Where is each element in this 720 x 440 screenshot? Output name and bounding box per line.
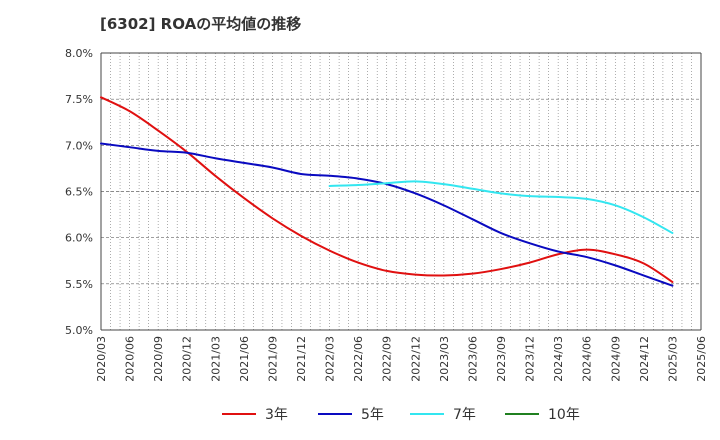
y-tick-label: 7.5% [65,93,93,106]
y-tick-label: 5.5% [65,278,93,291]
grid-layer [100,52,702,331]
x-tick-label: 2023/06 [466,336,479,382]
x-tick-label: 2023/03 [438,336,451,382]
legend: 3年 5年 7年 10年 [222,407,580,423]
legend-label: 7年 [453,407,476,423]
x-tick-label: 2021/09 [266,336,279,382]
x-tick-label: 2020/12 [181,336,194,382]
x-tick-label: 2021/03 [209,336,222,382]
chart-title: [6302] ROAの平均値の推移 [100,15,302,33]
x-tick-label: 2024/09 [609,336,622,382]
x-tick-label: 2023/12 [524,336,537,382]
x-tick-label: 2024/03 [552,336,565,382]
x-tick-label: 2020/09 [152,336,165,382]
series-line-3 [328,180,674,235]
y-tick-label: 7.0% [65,139,93,152]
y-tick-label: 6.5% [65,186,93,199]
x-tick-label: 2022/09 [381,336,394,382]
x-tick-label: 2025/06 [695,336,708,382]
x-tick-label: 2022/12 [409,336,422,382]
x-tick-label: 2022/03 [324,336,337,382]
x-tick-label: 2021/06 [238,336,251,382]
y-tick-label: 5.0% [65,324,93,337]
x-tick-label: 2020/06 [124,336,137,382]
y-tick-label: 6.0% [65,232,93,245]
y-tick-label: 8.0% [65,47,93,60]
x-tick-label: 2024/06 [581,336,594,382]
series-line-1 [100,96,674,283]
x-tick-label: 2025/03 [666,336,679,382]
series-layer [100,96,674,287]
axis-layer: 5.0% 5.5% 6.0% 6.5% 7.0% 7.5% 8.0% 2020/03 2020/… [65,47,708,382]
legend-label: 3年 [265,407,288,423]
x-tick-label: 2024/12 [638,336,651,382]
legend-label: 10年 [548,407,580,423]
legend-label: 5年 [361,407,384,423]
x-tick-label: 2021/12 [295,336,308,382]
x-tick-label: 2020/03 [95,336,108,382]
x-tick-label: 2023/09 [495,336,508,382]
x-tick-label: 2022/06 [352,336,365,382]
